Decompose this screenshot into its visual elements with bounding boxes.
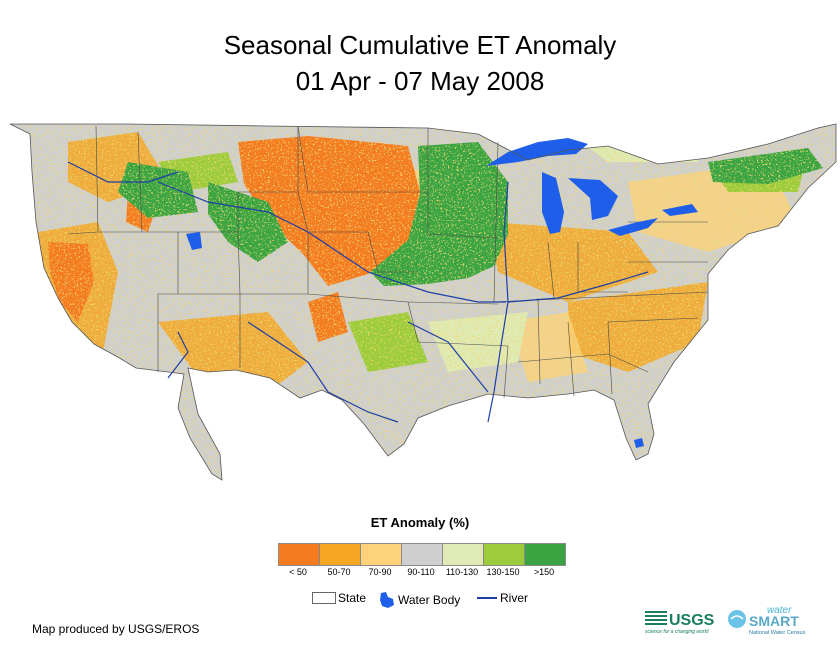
key-river: River (476, 591, 528, 605)
rivers (67, 161, 649, 423)
legend-swatch (320, 544, 361, 565)
legend-label: >150 (533, 567, 555, 577)
water-drop-icon (728, 610, 746, 628)
anomaly-speckle-green (10, 124, 836, 480)
watersmart-main: SMART (749, 613, 799, 629)
great-salt-lake (186, 232, 202, 250)
state-boundaries (67, 125, 709, 399)
legend-label: < 50 (289, 567, 307, 577)
lake-michigan (542, 172, 564, 234)
watersmart-tagline: National Water Census (749, 630, 806, 636)
key-water-body-label: Water Body (398, 593, 461, 607)
legend-swatch (402, 544, 443, 565)
legend-swatch (361, 544, 402, 565)
legend-label: 110-130 (445, 567, 479, 577)
state-swatch (312, 592, 336, 604)
watersmart-top: water (767, 605, 792, 616)
legend-label: 50-70 (327, 567, 351, 577)
water-bodies (186, 138, 698, 448)
legend-color-bar (278, 543, 566, 566)
legend-swatch (279, 544, 320, 565)
legend-swatch (443, 544, 484, 565)
water-drop-icon (380, 592, 394, 608)
lake-superior (486, 138, 588, 166)
lake-erie (608, 218, 658, 236)
lake-huron (568, 178, 618, 220)
key-water-body: Water Body (378, 591, 460, 609)
key-state: State (312, 591, 366, 605)
map-title: Seasonal Cumulative ET Anomaly (223, 30, 617, 60)
legend-labels: < 50 50-70 70-90 90-110 110-130 130-150 >150 (268, 567, 578, 581)
usgs-logo: USGS science for a changing world (645, 611, 715, 635)
river-line-icon (477, 597, 497, 599)
date-range: 01 Apr - 07 May 2008 (295, 66, 545, 96)
lake-okeechobee (634, 438, 644, 448)
watersmart-logo: water SMART National Water Census (728, 605, 806, 636)
lake-ontario (662, 204, 698, 216)
anomaly-raster (10, 124, 836, 480)
map-credit: Map produced by USGS/EROS (32, 622, 200, 636)
legend-swatch (484, 544, 525, 565)
legend-swatch (525, 544, 565, 565)
legend-label: 70-90 (368, 567, 392, 577)
et-anomaly-map (9, 123, 837, 481)
key-river-label: River (500, 591, 529, 605)
legend-title: ET Anomaly (%) (370, 515, 470, 530)
key-state-label: State (338, 591, 367, 605)
legend-label: 90-110 (407, 567, 435, 577)
legend-label: 130-150 (486, 567, 520, 577)
usgs-tagline: science for a changing world (645, 629, 709, 635)
usgs-wordmark: USGS (669, 612, 715, 629)
